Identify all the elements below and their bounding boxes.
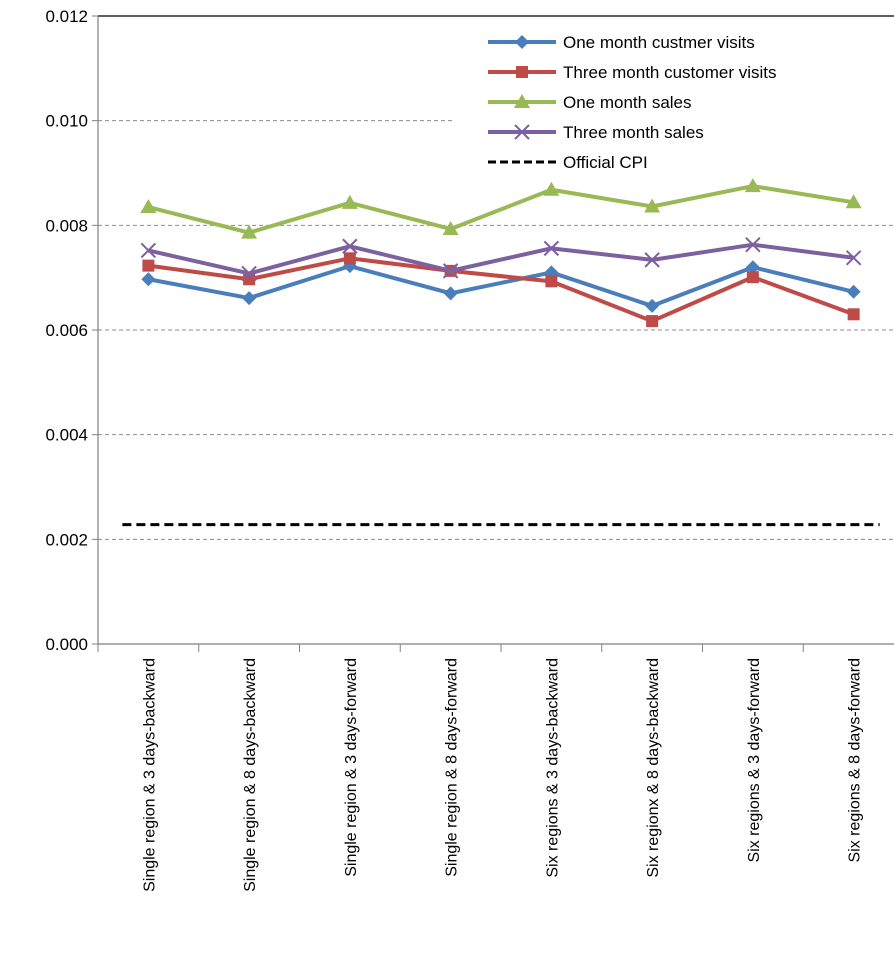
marker-triangle	[241, 224, 258, 239]
marker-x	[543, 240, 560, 257]
marker-square	[746, 271, 759, 284]
marker-diamond	[443, 286, 458, 301]
marker-diamond	[846, 284, 861, 299]
gridlines	[98, 120, 894, 540]
legend-entry: One month sales	[488, 93, 692, 112]
y-tick-label: 0.002	[45, 530, 88, 549]
marker-diamond	[645, 298, 660, 313]
x-tick-label: Six regions & 3 days-forward	[746, 658, 763, 863]
y-tick-label: 0.012	[45, 7, 88, 26]
legend-label: One month custmer visits	[563, 33, 755, 52]
y-tick-label: 0.006	[45, 321, 88, 340]
marker-x	[745, 236, 761, 253]
y-tick-label: 0.000	[45, 635, 88, 654]
legend-label: Three month sales	[563, 123, 704, 142]
series-1	[142, 252, 860, 328]
marker-diamond	[141, 272, 156, 287]
marker-square	[343, 252, 356, 265]
x-tick-label: Single region & 3 days-backward	[141, 658, 158, 892]
marker-x	[644, 252, 660, 268]
marker-triangle	[140, 199, 157, 214]
y-tick-label: 0.004	[45, 426, 88, 445]
series-3	[140, 236, 862, 282]
marker-triangle	[341, 194, 358, 209]
marker-x	[442, 263, 459, 279]
x-tick-label: Single region & 3 days-forward	[343, 658, 360, 877]
series-0	[141, 259, 861, 313]
legend-label: Official CPI	[563, 153, 648, 172]
legend-label: Three month customer visits	[563, 63, 777, 82]
legend-entry: Three month customer visits	[488, 63, 777, 82]
series-group	[122, 178, 880, 527]
series-line	[147, 184, 854, 235]
legend-entry: Official CPI	[488, 153, 648, 172]
legend: One month custmer visits Three month cust…	[488, 33, 777, 172]
x-tick-label: Six regions & 8 days-forward	[847, 658, 864, 863]
marker-triangle	[543, 181, 560, 196]
marker-triangle	[442, 220, 459, 235]
series-line	[147, 242, 854, 276]
marker-square	[847, 308, 860, 321]
marker-x	[140, 242, 157, 259]
axes	[92, 15, 894, 652]
series-line	[148, 264, 855, 308]
legend-label: One month sales	[563, 93, 692, 112]
marker-diamond	[242, 291, 257, 306]
marker-triangle	[744, 178, 761, 193]
marker-diamond	[515, 35, 529, 49]
marker-x	[342, 238, 358, 254]
marker-square	[142, 259, 155, 272]
legend-entry: One month custmer visits	[488, 33, 755, 52]
marker-diamond	[745, 260, 760, 275]
marker-square	[646, 315, 659, 328]
x-tick-label: Single region & 8 days-forward	[444, 658, 461, 877]
marker-x	[514, 124, 530, 140]
x-tick-label: Six regions & 3 days-backward	[544, 658, 561, 878]
y-tick-label: 0.008	[45, 216, 88, 235]
series-line	[148, 256, 855, 324]
series-2	[140, 178, 862, 239]
y-tick-labels: 0.000 0.002 0.004 0.006 0.008 0.010 0.012	[45, 7, 88, 654]
marker-x	[845, 250, 862, 266]
y-tick-label: 0.010	[45, 112, 88, 131]
marker-x	[241, 265, 257, 282]
marker-triangle	[644, 198, 661, 213]
x-tick-label: Six regionx & 8 days-backward	[645, 658, 662, 878]
legend-entry: Three month sales	[488, 123, 704, 142]
x-tick-label: Single region & 8 days-backward	[242, 658, 259, 892]
marker-square	[516, 66, 528, 78]
x-tick-labels: Single region & 3 days-backward Single re…	[141, 658, 863, 892]
marker-triangle	[514, 94, 530, 108]
marker-square	[545, 275, 558, 288]
marker-triangle	[845, 194, 862, 209]
